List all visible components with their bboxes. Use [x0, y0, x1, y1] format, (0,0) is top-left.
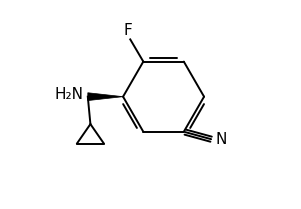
Polygon shape [88, 93, 123, 101]
Text: N: N [216, 132, 227, 147]
Text: F: F [123, 23, 132, 38]
Text: H₂N: H₂N [55, 87, 84, 102]
